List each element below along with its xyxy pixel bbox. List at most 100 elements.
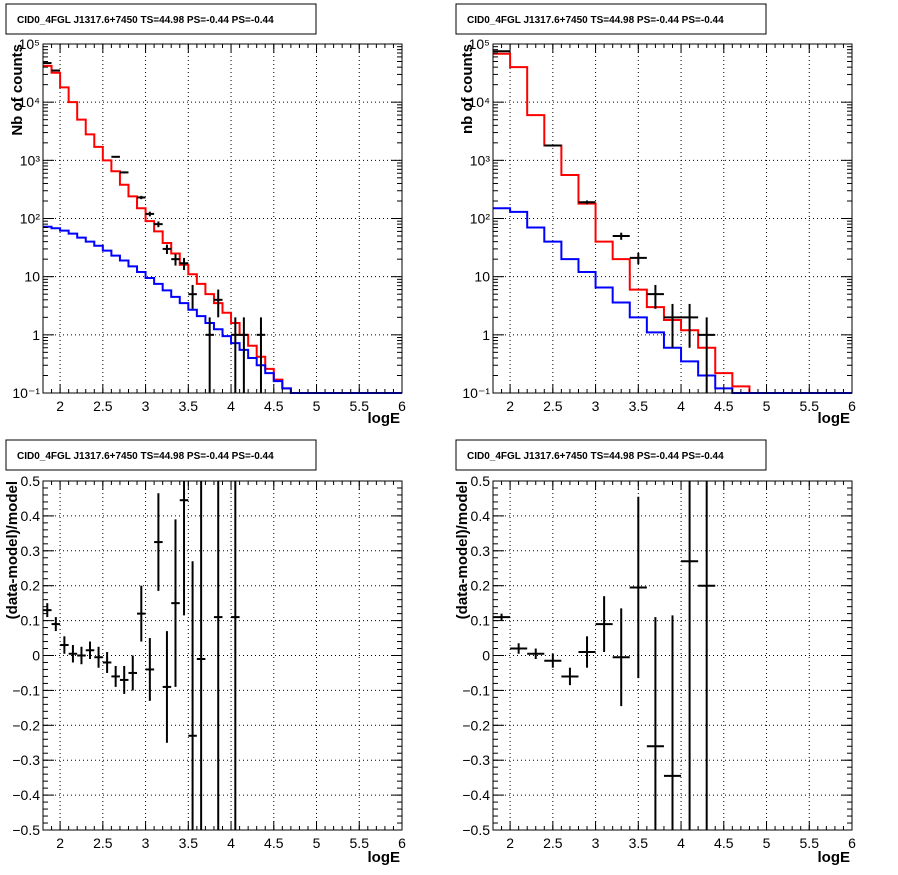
x-tick-label: 6: [848, 835, 856, 851]
y-tick-label: 1: [32, 327, 40, 343]
data-point: [698, 317, 716, 393]
x-tick-label: 2: [56, 398, 64, 414]
x-tick-label: 4.5: [264, 398, 284, 414]
data-point: [663, 615, 682, 830]
data-point: [578, 200, 596, 205]
data-point: [629, 496, 647, 679]
y-tick-label: 0.4: [471, 508, 491, 524]
data-point: [94, 646, 103, 668]
y-tick-label: 10⁵: [19, 36, 40, 52]
y-tick-label: 0.3: [471, 543, 491, 559]
y-tick-label: 10⁻¹: [462, 385, 490, 401]
data-point: [578, 636, 596, 668]
y-tick-label: 1: [482, 327, 490, 343]
x-tick-label: 2.5: [543, 835, 563, 851]
x-tick-label: 5: [313, 398, 321, 414]
x-tick-label: 3: [592, 835, 600, 851]
panel-residuals-left: CID0_4FGL J1317.6+7450 TS=44.98 PS=-0.44…: [4, 439, 406, 866]
data-point: [154, 221, 163, 228]
title-box: [455, 3, 767, 35]
data-point: [171, 519, 180, 687]
x-tick-label: 5.5: [350, 835, 370, 851]
x-tick-label: 3.5: [179, 835, 199, 851]
data-point: [43, 603, 52, 618]
data-point: [60, 636, 69, 654]
y-tick-label: −0.5: [12, 822, 40, 838]
data-point: [51, 617, 61, 632]
plot-title: CID0_4FGL J1317.6+7450 TS=44.98 PS=-0.44…: [17, 15, 274, 26]
data-point: [646, 617, 664, 830]
y-tick-label: −0.1: [12, 682, 40, 698]
panel-residuals-right: CID0_4FGL J1317.6+7450 TS=44.98 PS=-0.44…: [454, 439, 856, 866]
x-tick-label: 2: [506, 398, 514, 414]
data-point: [256, 317, 266, 393]
y-tick-label: −0.3: [12, 752, 40, 768]
data-point: [188, 284, 197, 309]
x-axis-label: logE: [368, 410, 401, 427]
y-tick-label: 10³: [20, 152, 41, 168]
data-point: [205, 317, 214, 393]
data-point: [188, 561, 197, 830]
data-point: [162, 244, 172, 255]
y-tick-label: 10²: [20, 211, 41, 227]
y-tick-label: 0: [32, 648, 40, 664]
x-tick-label: 2.5: [543, 398, 563, 414]
data-point: [137, 585, 146, 642]
x-tick-label: 4: [227, 398, 235, 414]
y-tick-label: 10⁴: [18, 94, 40, 110]
y-tick-label: 10: [474, 269, 490, 285]
x-tick-label: 3.5: [629, 835, 649, 851]
plot-frame: [42, 43, 403, 394]
y-tick-label: 10⁴: [468, 94, 490, 110]
x-tick-label: 3.5: [179, 398, 199, 414]
y-tick-label: −0.2: [462, 717, 490, 733]
x-axis-label: logE: [368, 849, 401, 866]
data-point: [493, 613, 511, 621]
data-point: [544, 144, 562, 147]
data-point: [68, 645, 78, 663]
x-tick-label: 2: [56, 835, 64, 851]
y-tick-label: 10⁻¹: [12, 385, 40, 401]
x-tick-label: 5: [763, 398, 771, 414]
data-point: [629, 252, 647, 265]
panel-counts-right: CID0_4FGL J1317.6+7450 TS=44.98 PS=-0.44…: [455, 3, 856, 427]
data-point: [111, 665, 120, 687]
y-tick-label: 0.2: [471, 578, 491, 594]
data-point: [171, 254, 180, 266]
x-axis-label: logE: [818, 849, 851, 866]
y-axis-label: (data-model)/model: [454, 481, 471, 619]
y-tick-label: −0.3: [462, 752, 490, 768]
y-tick-label: 0: [482, 648, 490, 664]
x-tick-label: 4.5: [714, 398, 734, 414]
data-point: [561, 667, 579, 686]
x-tick-label: 5.5: [800, 398, 820, 414]
plot-frame: [42, 480, 403, 831]
y-axis-label: Nb of counts: [9, 44, 26, 136]
data-point: [595, 596, 613, 653]
x-tick-label: 4.5: [714, 835, 734, 851]
y-tick-label: 0.4: [21, 508, 41, 524]
x-tick-label: 3.5: [629, 398, 649, 414]
data-point: [145, 211, 155, 217]
y-tick-label: 0.3: [21, 543, 41, 559]
x-tick-label: 4.5: [264, 835, 284, 851]
y-tick-label: 0.1: [21, 613, 41, 629]
y-tick-label: −0.1: [462, 682, 490, 698]
data-point: [179, 481, 189, 616]
title-box: [5, 439, 317, 471]
x-tick-label: 6: [848, 398, 856, 414]
x-tick-label: 4: [227, 835, 235, 851]
model-histogram-total: [43, 64, 402, 394]
x-tick-label: 6: [398, 835, 406, 851]
y-tick-label: −0.2: [12, 717, 40, 733]
x-tick-label: 2.5: [93, 398, 113, 414]
y-tick-label: −0.4: [12, 787, 40, 803]
data-point: [231, 317, 240, 393]
data-point: [154, 493, 163, 591]
x-tick-label: 5: [313, 835, 321, 851]
data-point: [145, 638, 155, 701]
x-axis-label: logE: [818, 410, 851, 427]
data-point: [196, 481, 206, 830]
data-point: [179, 257, 189, 271]
